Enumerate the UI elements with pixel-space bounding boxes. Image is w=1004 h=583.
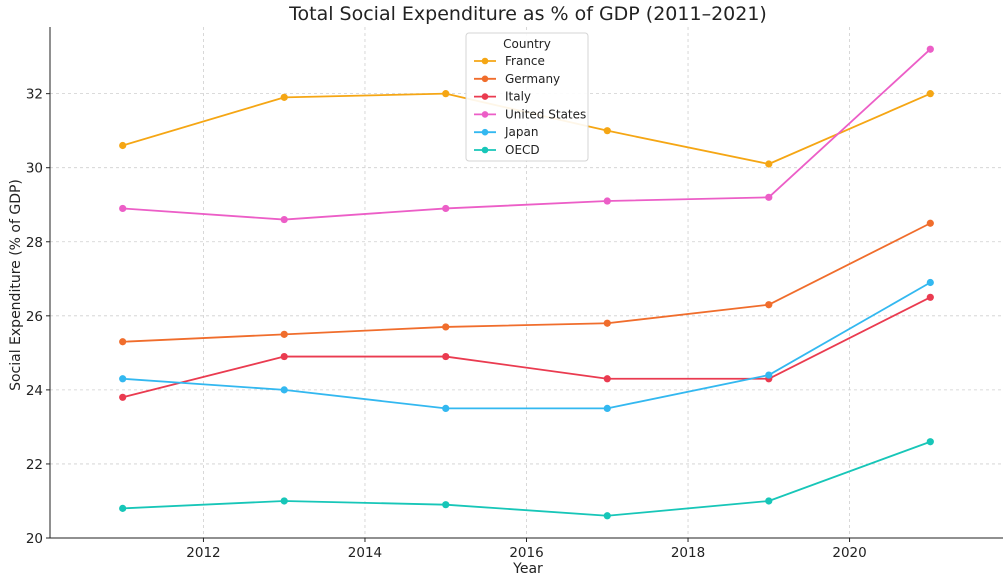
series-line-united-states	[121, 48, 932, 221]
data-point-italy	[280, 352, 288, 361]
data-point-oecd	[280, 497, 288, 505]
legend-label: France	[505, 54, 545, 68]
x-tick-label: 2016	[509, 545, 543, 561]
data-point-italy	[119, 393, 127, 401]
series-line-italy	[121, 296, 932, 399]
series-italy	[119, 293, 934, 401]
data-point-united-states	[603, 197, 611, 205]
data-point-france	[280, 93, 288, 101]
data-point-japan	[119, 375, 127, 383]
x-tick-label: 2018	[671, 545, 705, 561]
series-line-japan	[121, 281, 932, 410]
legend-box	[465, 32, 589, 162]
x-tick-label: 2012	[186, 545, 220, 561]
series-oecd	[119, 438, 934, 520]
data-point-oecd	[603, 512, 611, 520]
data-point-japan	[926, 278, 934, 287]
data-point-oecd	[442, 501, 450, 509]
legend-label: Germany	[505, 72, 560, 86]
data-point-japan	[765, 371, 773, 379]
data-point-france	[926, 90, 934, 98]
legend-swatch-marker	[481, 146, 489, 154]
y-tick-label: 30	[26, 161, 43, 177]
axes	[46, 27, 1003, 542]
data-point-france	[119, 141, 127, 150]
legend-swatch-marker	[481, 93, 489, 100]
data-point-japan	[603, 404, 611, 412]
data-point-germany	[119, 338, 127, 346]
data-point-italy	[926, 293, 934, 301]
data-point-united-states	[280, 215, 288, 224]
legend-swatch-marker	[481, 128, 489, 136]
data-point-japan	[442, 404, 450, 412]
legend-items: France Germany Italy United States Japan OECD	[474, 54, 586, 157]
legend-label: United States	[505, 107, 586, 121]
data-point-oecd	[926, 438, 934, 446]
legend: Country France Germany Italy United States J…	[465, 32, 589, 162]
chart-title: Total Social Expenditure as % of GDP (20…	[288, 3, 767, 25]
legend-item-oecd: OECD	[474, 143, 540, 157]
data-point-france	[442, 90, 450, 98]
data-point-united-states	[442, 204, 450, 213]
series-united-states	[119, 45, 934, 224]
legend-item-germany: Germany	[474, 72, 560, 86]
series-line-germany	[121, 222, 932, 343]
data-point-japan	[280, 386, 288, 394]
legend-title: Country	[503, 37, 551, 51]
y-tick-label: 26	[26, 309, 43, 325]
data-point-germany	[926, 219, 934, 227]
data-point-united-states	[926, 45, 934, 53]
legend-label: OECD	[505, 143, 540, 157]
y-tick-label: 22	[26, 457, 43, 473]
x-tick-label: 2014	[348, 545, 382, 561]
data-point-oecd	[119, 504, 127, 512]
data-point-germany	[765, 301, 773, 309]
series-germany	[119, 219, 934, 346]
legend-item-japan: Japan	[474, 125, 538, 139]
x-axis-label: Year	[512, 561, 543, 577]
data-point-france	[765, 160, 773, 168]
legend-item-italy: Italy	[474, 90, 531, 104]
data-point-italy	[603, 375, 611, 383]
legend-swatch-marker	[481, 75, 489, 83]
data-point-united-states	[765, 193, 773, 201]
legend-swatch-marker	[481, 111, 489, 118]
legend-item-united-states: United States	[474, 107, 586, 121]
legend-item-france: France	[474, 54, 545, 68]
x-tick-label: 2020	[832, 545, 866, 561]
series-japan	[119, 278, 934, 412]
data-point-united-states	[119, 204, 127, 213]
y-tick-label: 20	[26, 531, 43, 547]
legend-label: Italy	[505, 90, 531, 104]
y-tick-label: 32	[26, 87, 43, 103]
series-line-oecd	[121, 440, 932, 517]
data-point-germany	[442, 323, 450, 331]
y-axis-label: Social Expenditure (% of GDP)	[8, 179, 24, 391]
legend-swatch-marker	[481, 57, 489, 65]
data-point-italy	[442, 352, 450, 361]
y-tick-label: 24	[26, 383, 43, 399]
data-point-germany	[280, 330, 288, 338]
legend-label: Japan	[504, 125, 538, 139]
data-point-germany	[603, 319, 611, 327]
y-tick-label: 28	[26, 235, 43, 251]
data-point-oecd	[765, 497, 773, 505]
data-point-france	[603, 127, 611, 135]
